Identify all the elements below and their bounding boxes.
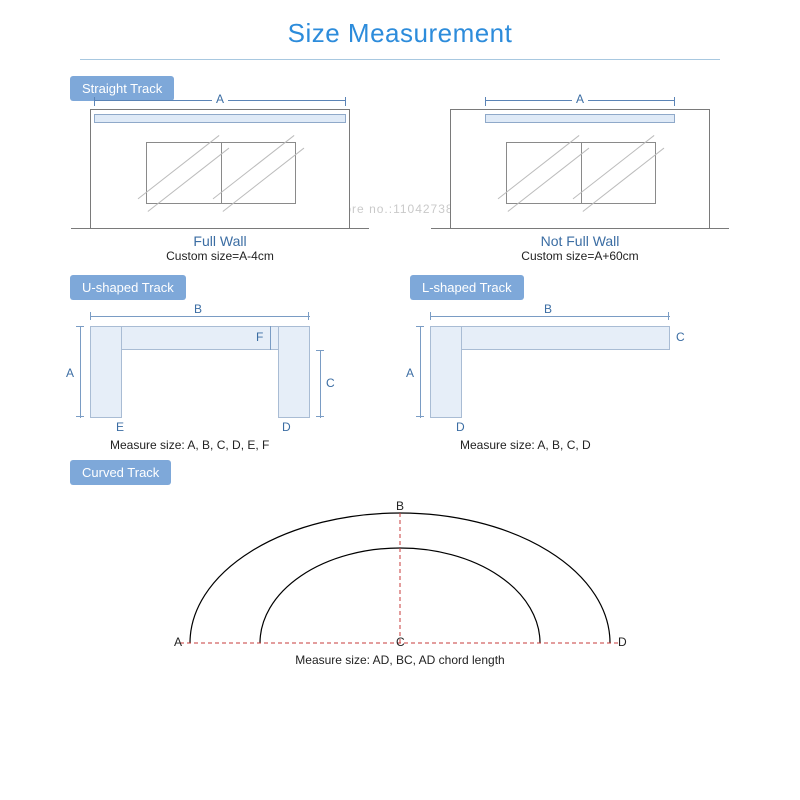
full-wall-diagram: A <box>90 109 350 229</box>
straight-badge: Straight Track <box>70 76 174 101</box>
full-wall-panel: A Full Wall Custom size=A-4cm <box>40 109 400 263</box>
not-full-wall-note: Custom size=A+60cm <box>521 249 638 263</box>
l-shape-caption: Measure size: A, B, C, D <box>460 438 591 452</box>
not-full-wall-label: Not Full Wall <box>541 233 620 249</box>
u-shape-badge: U-shaped Track <box>70 275 186 300</box>
curved-diagram: A B C D <box>140 493 660 653</box>
not-full-wall-panel: A Not Full Wall Custom size=A+60cm <box>400 109 760 263</box>
title-underline <box>80 59 720 60</box>
page-title: Size Measurement <box>0 0 800 59</box>
full-wall-label: Full Wall <box>193 233 246 249</box>
u-shape-caption: Measure size: A, B, C, D, E, F <box>110 438 269 452</box>
curved-caption: Measure size: AD, BC, AD chord length <box>0 653 800 667</box>
curved-badge: Curved Track <box>70 460 171 485</box>
l-shape-badge: L-shaped Track <box>410 275 524 300</box>
dim-letter-a2: A <box>572 92 588 106</box>
u-shape-diagram: B A C F E D <box>70 308 350 438</box>
full-wall-note: Custom size=A-4cm <box>166 249 274 263</box>
l-shape-diagram: B A C D <box>410 308 690 438</box>
dim-letter-a: A <box>212 92 228 106</box>
not-full-wall-diagram: A <box>450 109 710 229</box>
